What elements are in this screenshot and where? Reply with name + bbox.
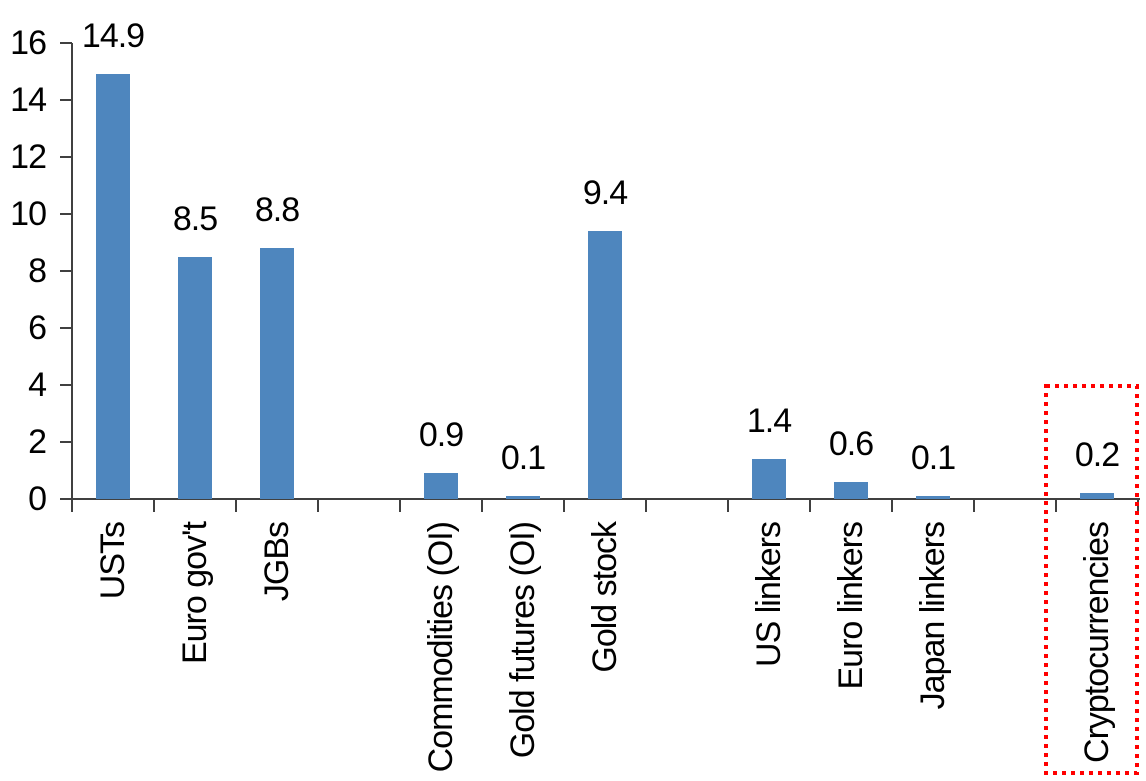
bar-euro-gov-t [178, 257, 212, 499]
y-axis-tick [60, 441, 72, 443]
y-tick-label: 8 [28, 252, 47, 290]
bar-gold-futures-oi [506, 496, 540, 499]
x-axis-tick [645, 499, 647, 512]
y-tick-label: 4 [28, 366, 47, 404]
bar-cryptocurrencies [1080, 493, 1114, 499]
bar-gold-stock [588, 231, 622, 499]
category-label-jgbs: JGBs [258, 522, 296, 602]
bar-value-label-cryptocurrencies: 0.2 [1074, 436, 1120, 475]
dotted-rectangle-icon [1044, 384, 1139, 775]
category-label-gold-futures-oi: Gold futures (OI) [504, 522, 542, 759]
y-axis-tick [60, 270, 72, 272]
y-axis-tick [60, 156, 72, 158]
bar-value-label-us-linkers: 1.4 [746, 402, 792, 441]
category-label-euro-linkers: Euro linkers [832, 522, 870, 690]
bar-value-label-jgbs: 8.8 [254, 191, 300, 230]
x-axis-tick [809, 499, 811, 512]
x-axis-tick [71, 499, 73, 512]
bar-value-label-euro-gov-t: 8.5 [172, 199, 218, 238]
bar-usts [96, 74, 130, 499]
y-tick-label: 0 [28, 480, 47, 518]
x-axis-tick [727, 499, 729, 512]
y-axis-line [71, 43, 73, 512]
category-label-usts: USTs [94, 522, 132, 600]
y-axis-tick [60, 99, 72, 101]
y-axis-tick [60, 213, 72, 215]
bar-us-linkers [752, 459, 786, 499]
category-label-commodities-oi: Commodities (OI) [422, 522, 460, 773]
x-axis-tick [973, 499, 975, 512]
y-axis-tick [60, 327, 72, 329]
y-tick-label: 16 [10, 24, 47, 62]
x-axis-tick [153, 499, 155, 512]
x-axis-tick [1055, 499, 1057, 512]
bar-commodities-oi [424, 473, 458, 499]
category-label-us-linkers: US linkers [750, 522, 788, 667]
bar-value-label-gold-futures-oi: 0.1 [500, 439, 546, 478]
highlight-box-cryptocurrencies [1044, 384, 1140, 776]
x-axis-tick [891, 499, 893, 512]
bar-jgbs [260, 248, 294, 499]
x-axis-tick [563, 499, 565, 512]
y-tick-label: 14 [10, 81, 47, 119]
bar-euro-linkers [834, 482, 868, 499]
category-label-gold-stock: Gold stock [586, 522, 624, 673]
y-tick-label: 10 [10, 195, 47, 233]
bar-value-label-japan-linkers: 0.1 [910, 439, 956, 478]
x-axis-tick [399, 499, 401, 512]
bar-value-label-gold-stock: 9.4 [582, 174, 628, 213]
x-axis-line [60, 498, 1140, 500]
y-axis-tick [60, 384, 72, 386]
bar-value-label-usts: 14.9 [81, 17, 145, 56]
y-axis-tick [60, 42, 72, 44]
category-label-euro-gov-t: Euro gov't [176, 522, 214, 665]
x-axis-tick [235, 499, 237, 512]
bar-japan-linkers [916, 496, 950, 499]
category-label-japan-linkers: Japan linkers [914, 522, 952, 710]
bar-value-label-commodities-oi: 0.9 [418, 416, 464, 455]
x-axis-tick [317, 499, 319, 512]
y-tick-label: 6 [28, 309, 47, 347]
y-tick-label: 2 [28, 423, 47, 461]
y-tick-label: 12 [10, 138, 47, 176]
bar-value-label-euro-linkers: 0.6 [828, 424, 874, 463]
x-axis-tick [481, 499, 483, 512]
